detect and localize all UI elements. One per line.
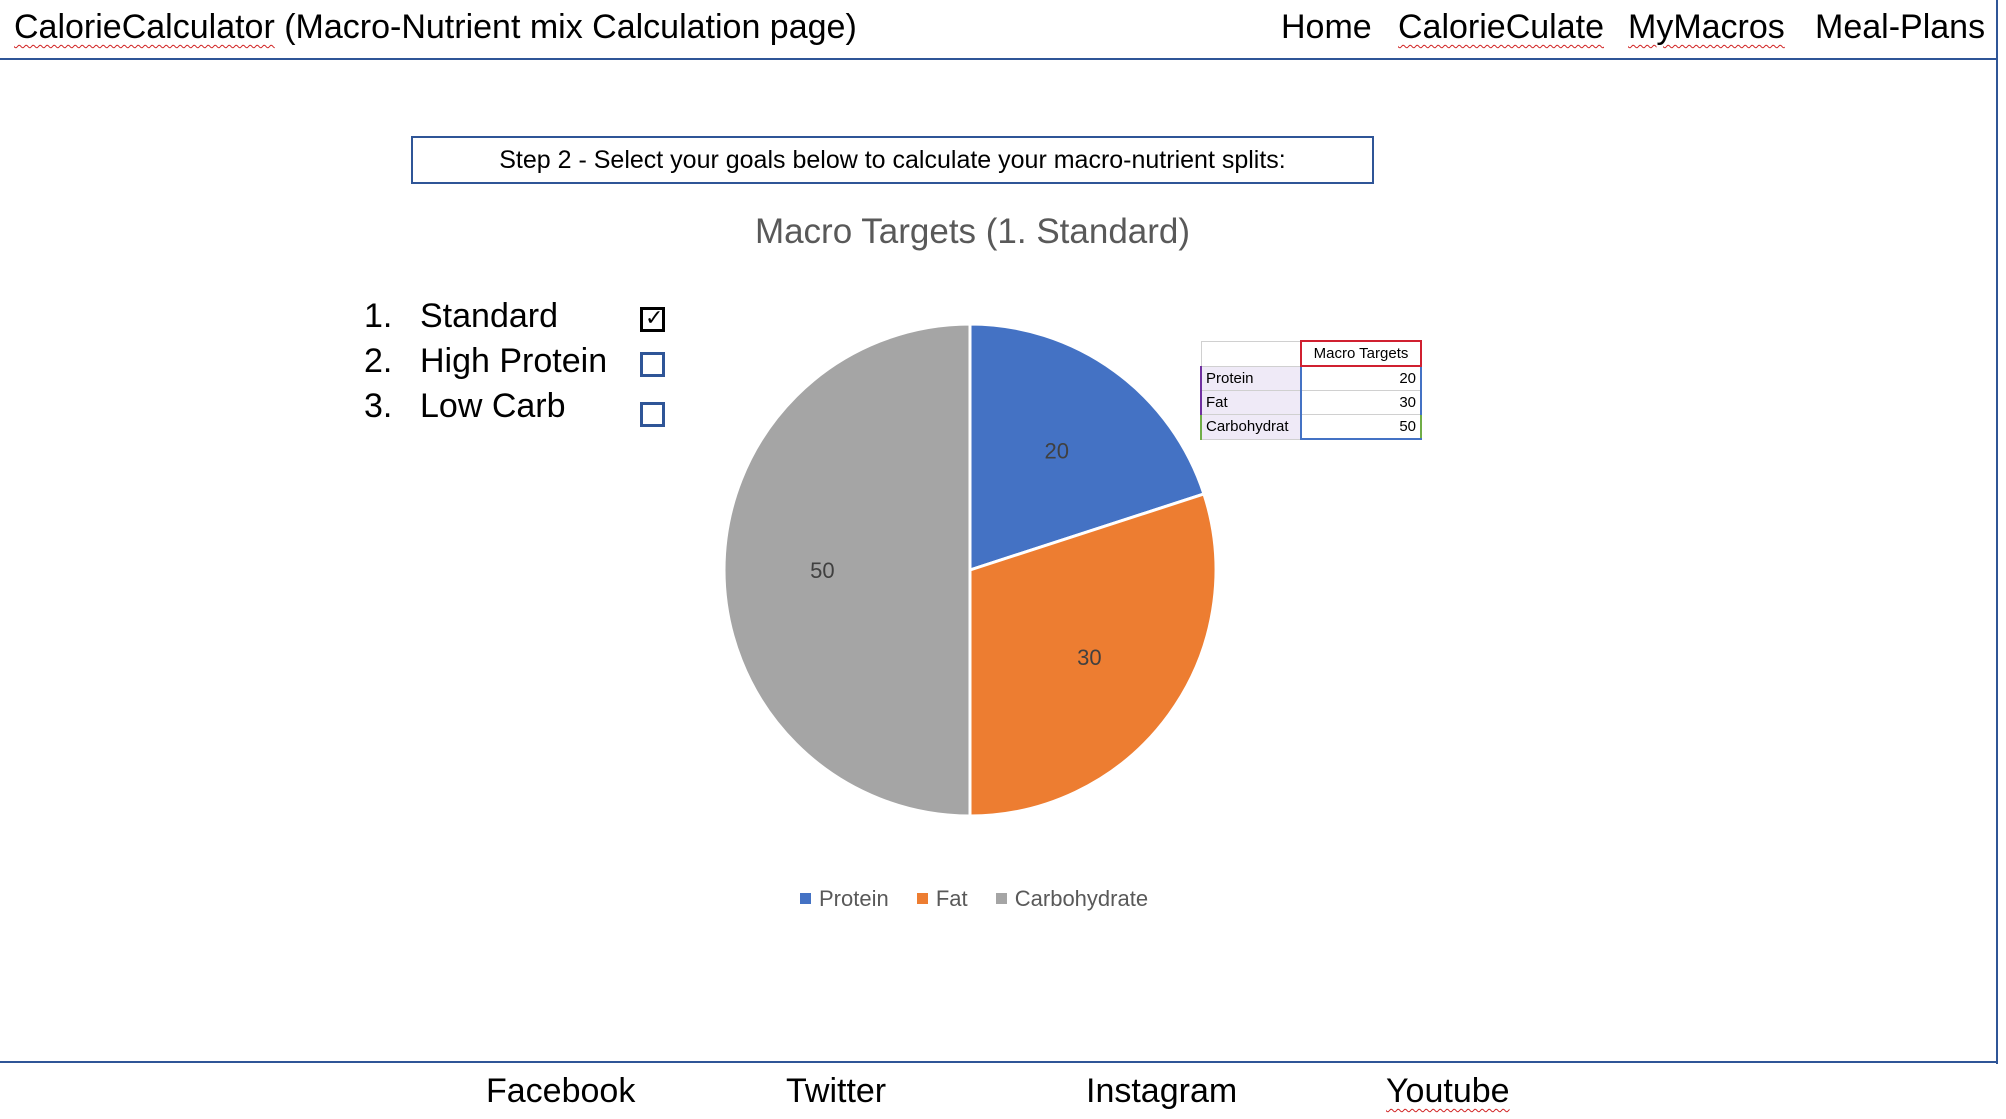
footer-twitter-link[interactable]: Twitter [786,1072,887,1110]
pie-data-label-carbohydrate: 50 [810,558,834,583]
chart-legend: Protein Fat Carbohydrate [800,886,1170,912]
legend-label: Protein [819,886,889,911]
legend-item-protein: Protein [800,886,889,912]
footer-rule [0,1061,1998,1063]
checkmark-icon: ✓ [645,305,664,330]
right-border-rule [1996,0,1998,1064]
goal-option-low-carb[interactable]: 3. Low Carb [364,387,566,426]
table-row-label[interactable]: Carbohydrat [1200,414,1302,440]
goal-number: 1. [364,297,393,335]
table-row-label[interactable]: Fat [1200,390,1302,415]
table-row: Carbohydrat 50 [1200,414,1422,440]
step-instruction-box: Step 2 - Select your goals below to calc… [411,136,1374,184]
goal-low-carb-checkbox[interactable] [640,402,665,427]
table-header-cell[interactable]: Macro Targets [1300,340,1422,367]
goal-label: Low Carb [420,387,566,425]
nav-caloriculate-link[interactable]: CalorieCulate [1398,8,1604,46]
nav-home-link[interactable]: Home [1281,8,1372,46]
legend-item-fat: Fat [916,886,968,912]
table-header-row: Macro Targets [1200,340,1422,367]
goal-number: 3. [364,387,393,425]
goal-number: 2. [364,342,393,380]
pie-slice-carbohydrate [722,322,972,818]
pie-slice-fat [968,492,1218,818]
table-row: Protein 20 [1200,365,1422,391]
pie-data-label-protein: 20 [1045,439,1069,464]
legend-swatch-fat [916,893,928,904]
table-cell-value[interactable]: 20 [1300,365,1422,391]
footer-facebook-link[interactable]: Facebook [486,1072,636,1110]
legend-swatch-protein [800,893,811,904]
footer-youtube-link[interactable]: Youtube [1386,1072,1510,1110]
nav-mymacros-link[interactable]: MyMacros [1628,8,1785,46]
macro-pie-chart: 20 30 50 [722,322,1218,818]
chart-title: Macro Targets (1. Standard) [754,212,1191,251]
header-bar: CalorieCalculator (Macro-Nutrient mix Ca… [0,0,1998,60]
goal-option-standard[interactable]: 1. Standard [364,297,558,336]
table-row: Fat 30 [1200,390,1422,415]
footer-instagram-link[interactable]: Instagram [1086,1072,1238,1110]
app-name: CalorieCalculator [14,8,275,46]
legend-label: Carbohydrate [1014,886,1149,911]
legend-label: Fat [935,886,968,911]
goal-label: High Protein [420,342,608,380]
page-subtitle: (Macro-Nutrient mix Calculation page) [274,8,857,46]
goal-standard-checkbox[interactable]: ✓ [640,305,665,332]
legend-swatch-carbohydrate [995,893,1007,904]
goal-label: Standard [420,297,558,335]
page-title: CalorieCalculator (Macro-Nutrient mix Ca… [14,8,857,47]
table-cell-value[interactable]: 50 [1300,414,1422,440]
pie-slice-protein [968,322,1206,573]
table-corner-cell[interactable] [1200,340,1302,367]
goal-high-protein-checkbox[interactable] [640,352,665,377]
goal-option-high-protein[interactable]: 2. High Protein [364,342,607,381]
legend-item-carbohydrate: Carbohydrate [995,886,1149,912]
step-instruction-text: Step 2 - Select your goals below to calc… [499,146,1286,174]
table-row-label[interactable]: Protein [1200,365,1302,391]
table-cell-value[interactable]: 30 [1300,390,1422,415]
pie-data-label-fat: 30 [1077,645,1101,670]
macro-targets-table[interactable]: Macro Targets Protein 20 Fat 30 Carbohyd… [1200,340,1422,440]
nav-meal-plans-link[interactable]: Meal-Plans [1815,8,1986,46]
